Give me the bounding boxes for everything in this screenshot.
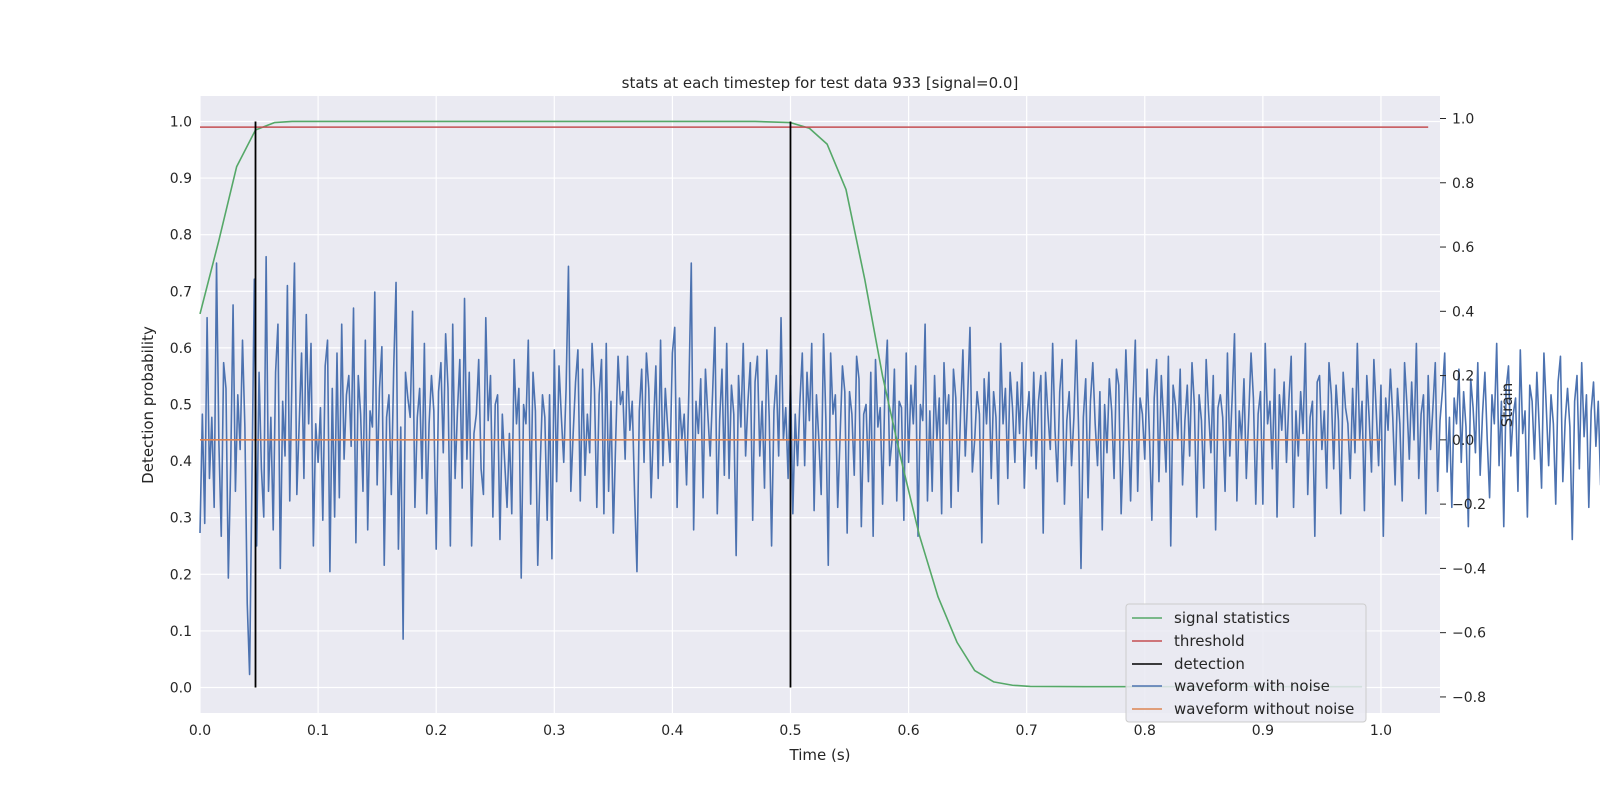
y-tick-label-left: 0.9 xyxy=(170,171,192,187)
y-tick-label-right: 0.0 xyxy=(1452,433,1474,449)
legend-label-waveform-with-noise: waveform with noise xyxy=(1174,677,1330,695)
series-waveform-with-noise xyxy=(199,255,1600,676)
ticks: 0.0 0.1 0.2 0.3 0.4 0.5 0.6 0.7 0.8 0.9 1.0 0.0 0.1 0… xyxy=(170,111,1486,739)
y-tick-label-right: 0.2 xyxy=(1452,369,1474,385)
legend-label-threshold: threshold xyxy=(1174,632,1245,650)
y-tick-label-right: 0.8 xyxy=(1452,176,1474,192)
x-tick-label: 0.3 xyxy=(543,723,565,739)
y-tick-label-left: 0.4 xyxy=(170,454,192,470)
x-tick-label: 0.5 xyxy=(779,723,801,739)
y-tick-label-left: 0.5 xyxy=(170,398,192,414)
series-layer xyxy=(199,120,1600,688)
x-tick-label: 0.2 xyxy=(425,723,447,739)
y-tick-label-right: 0.6 xyxy=(1452,240,1474,256)
x-axis-label: Time (s) xyxy=(789,746,851,764)
y-tick-label-left: 0.7 xyxy=(170,284,192,300)
y-tick-label-right: −0.2 xyxy=(1452,497,1486,513)
x-tick-label: 1.0 xyxy=(1370,723,1392,739)
y-tick-label-left: 0.2 xyxy=(170,567,192,583)
y-tick-label-left: 0.0 xyxy=(170,681,192,697)
legend-box xyxy=(1125,603,1367,723)
y-tick-label-right: 0.4 xyxy=(1452,304,1474,320)
y-tick-label-right: −0.6 xyxy=(1452,626,1486,642)
y-tick-label-left: 0.6 xyxy=(170,341,192,357)
y-tick-label-left: 0.1 xyxy=(170,624,192,640)
y-tick-label-left: 0.3 xyxy=(170,511,192,527)
x-tick-label: 0.8 xyxy=(1134,723,1156,739)
y-axis-label-right: Strain xyxy=(1498,383,1516,427)
y-tick-label-left: 0.8 xyxy=(170,228,192,244)
x-tick-label: 0.4 xyxy=(661,723,683,739)
series-signal-statistics xyxy=(199,120,1363,688)
legend-label-signal-statistics: signal statistics xyxy=(1174,609,1290,627)
chart-title: stats at each timestep for test data 933… xyxy=(622,74,1019,92)
x-tick-label: 0.1 xyxy=(307,723,329,739)
legend-label-waveform-without-noise: waveform without noise xyxy=(1174,700,1354,718)
y-tick-label-right: −0.4 xyxy=(1452,561,1486,577)
x-tick-label: 0.7 xyxy=(1016,723,1038,739)
legend-label-detection: detection xyxy=(1174,655,1245,673)
y-tick-label-right: 1.0 xyxy=(1452,111,1474,127)
x-tick-label: 0.6 xyxy=(897,723,919,739)
y-tick-label-left: 1.0 xyxy=(170,114,192,130)
y-axis-label-left: Detection probability xyxy=(139,326,157,484)
x-tick-label: 0.9 xyxy=(1252,723,1274,739)
x-tick-label: 0.0 xyxy=(189,723,211,739)
legend: signal statistics threshold detection wa… xyxy=(1125,603,1367,723)
y-tick-label-right: −0.8 xyxy=(1452,690,1486,706)
